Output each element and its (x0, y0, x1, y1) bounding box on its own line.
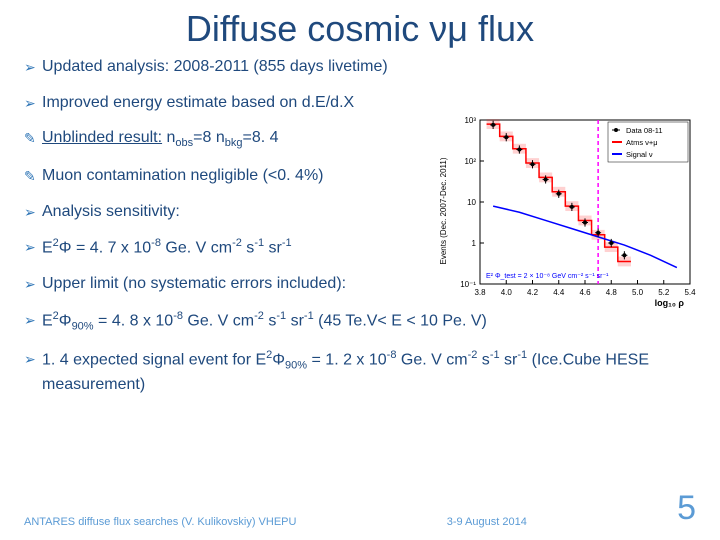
chevron-icon: ➢ (24, 92, 42, 113)
bullet-text: Updated analysis: 2008-2011 (855 days li… (42, 56, 696, 78)
bullet-text: Improved energy estimate based on d.E/d.… (42, 92, 696, 114)
svg-text:Events (Dec. 2007-Dec. 2011): Events (Dec. 2007-Dec. 2011) (439, 157, 448, 264)
svg-text:4.4: 4.4 (553, 288, 565, 297)
svg-text:5.2: 5.2 (658, 288, 670, 297)
bullet-text: Analysis sensitivity: (42, 201, 434, 223)
footer-date: 3-9 August 2014 (447, 516, 527, 528)
bullet-item: ➢E2Φ = 4. 7 x 10-8 Ge. V cm-2 s-1 sr-1 (24, 236, 434, 259)
svg-text:4.8: 4.8 (606, 288, 618, 297)
svg-text:1: 1 (472, 239, 477, 248)
script-icon: ✎ (24, 127, 42, 148)
bullet-item: ➢Upper limit (no systematic errors inclu… (24, 273, 434, 295)
chevron-icon: ➢ (24, 201, 42, 222)
svg-text:log₁₀ ρ: log₁₀ ρ (655, 298, 685, 308)
svg-text:4.2: 4.2 (527, 288, 539, 297)
bullet-item: ✎Muon contamination negligible (<0. 4%) (24, 165, 434, 187)
bullet-text: E2Φ90% = 4. 8 x 10-8 Ge. V cm-2 s-1 sr-1… (42, 309, 696, 334)
svg-text:E² Φ_test = 2 × 10⁻⁸ GeV cm⁻²: E² Φ_test = 2 × 10⁻⁸ GeV cm⁻² s⁻¹ sr⁻¹ (486, 273, 609, 280)
svg-text:4.0: 4.0 (501, 288, 513, 297)
plot: 3.8 4.0 4.2 4.4 4.6 4.8 5.0 5.2 5.4 10⁻¹ 1 10 10² 10³… (436, 112, 698, 310)
svg-text:5.4: 5.4 (684, 288, 696, 297)
svg-text:3.8: 3.8 (474, 288, 486, 297)
svg-text:10⁻¹: 10⁻¹ (460, 280, 476, 289)
footer: ANTARES diffuse flux searches (V. Kuliko… (0, 489, 720, 528)
svg-text:Signal ν: Signal ν (626, 150, 653, 159)
bullet-text: Upper limit (no systematic errors includ… (42, 273, 434, 295)
bullet-text: Unblinded result: nobs=8 nbkg=8. 4 (42, 127, 434, 151)
svg-text:5.0: 5.0 (632, 288, 644, 297)
bullet-item: ➢ Improved energy estimate based on d.E/… (24, 92, 696, 114)
svg-text:4.6: 4.6 (579, 288, 591, 297)
chevron-icon: ➢ (24, 236, 42, 257)
svg-text:Atms ν+μ: Atms ν+μ (626, 138, 658, 147)
bullet-item: ➢Analysis sensitivity: (24, 201, 434, 223)
slide-title: Diffuse cosmic νμ flux (0, 0, 720, 56)
svg-text:10³: 10³ (464, 116, 476, 125)
footer-left: ANTARES diffuse flux searches (V. Kuliko… (24, 516, 296, 528)
bullet-item: ✎Unblinded result: nobs=8 nbkg=8. 4 (24, 127, 434, 151)
svg-text:10: 10 (467, 198, 476, 207)
bullet-text: Muon contamination negligible (<0. 4%) (42, 165, 434, 187)
bullet-text: E2Φ = 4. 7 x 10-8 Ge. V cm-2 s-1 sr-1 (42, 236, 434, 259)
svg-text:Data 08-11: Data 08-11 (626, 126, 663, 135)
bullet-item: ➢Updated analysis: 2008-2011 (855 days l… (24, 56, 696, 78)
page-number: 5 (677, 489, 696, 528)
svg-text:10²: 10² (464, 157, 476, 166)
script-icon: ✎ (24, 165, 42, 186)
chevron-icon: ➢ (24, 273, 42, 294)
chevron-icon: ➢ (24, 309, 42, 330)
bullet-text: 1. 4 expected signal event for E2Φ90% = … (42, 348, 696, 395)
bullet-item: ➢1. 4 expected signal event for E2Φ90% =… (24, 348, 696, 395)
bullet-item: ➢E2Φ90% = 4. 8 x 10-8 Ge. V cm-2 s-1 sr-… (24, 309, 696, 334)
chevron-icon: ➢ (24, 348, 42, 369)
chevron-icon: ➢ (24, 56, 42, 77)
